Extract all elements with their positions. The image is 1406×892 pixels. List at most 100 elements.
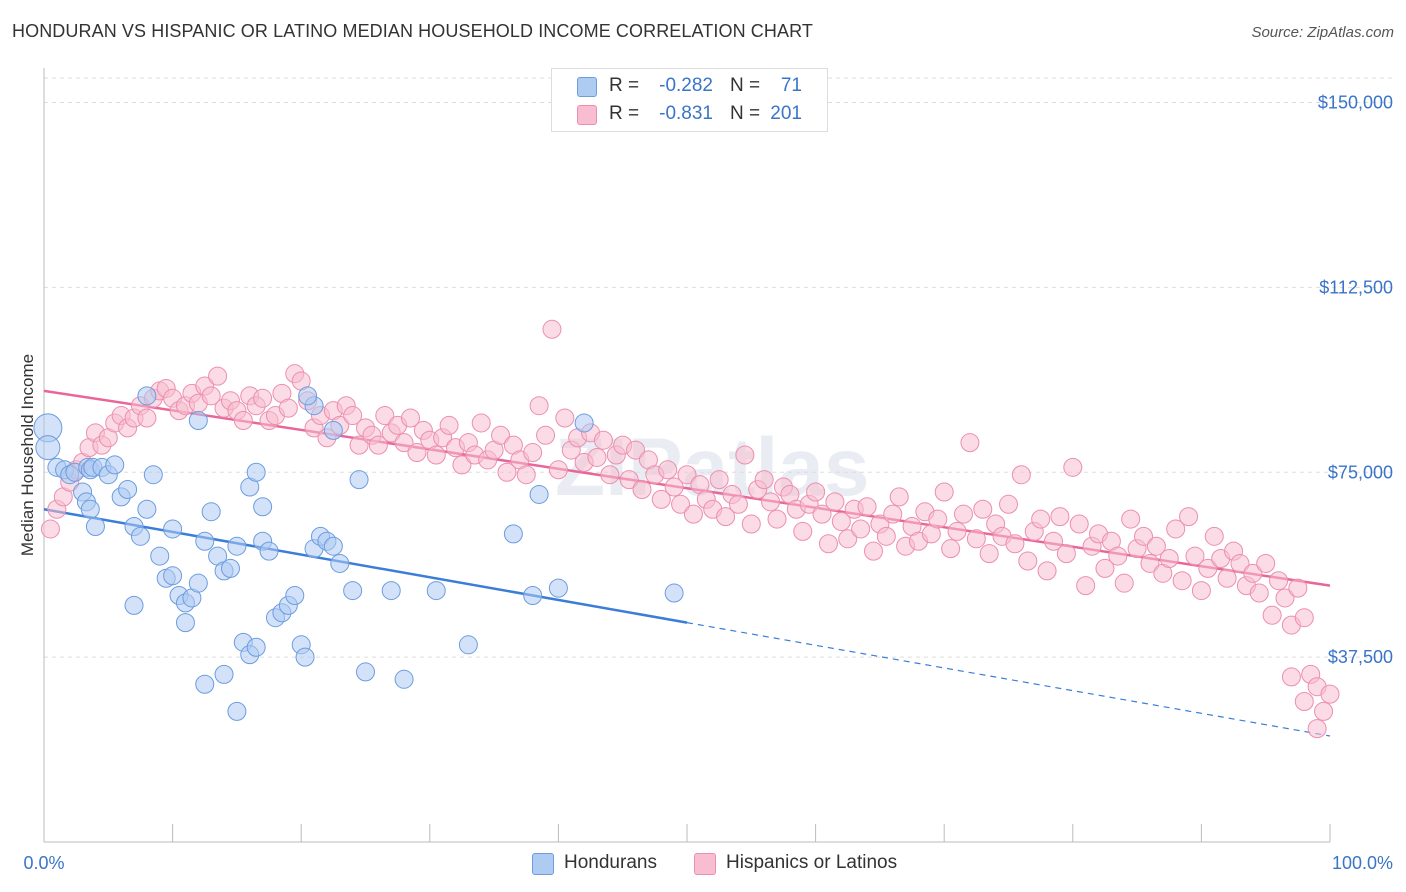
point-hondurans (381, 581, 401, 601)
point-hondurans (285, 586, 305, 606)
point-hondurans (503, 524, 523, 544)
point-hispanics (536, 425, 556, 445)
point-hispanics (953, 504, 973, 524)
legend-n-label: N = (730, 75, 761, 96)
point-hispanics (1179, 507, 1199, 527)
point-hispanics (1288, 578, 1308, 598)
legend-r-label: R = (609, 75, 640, 96)
point-hispanics (728, 494, 748, 514)
point-hispanics (1044, 531, 1064, 551)
point-hispanics (523, 443, 543, 463)
legend-swatch-blue (577, 77, 597, 97)
point-hispanics (1018, 551, 1038, 571)
point-hondurans (137, 499, 157, 519)
bottom-legend-label: Hondurans (564, 852, 657, 873)
point-hondurans (323, 420, 343, 440)
bottom-legend-swatch-pink (694, 853, 716, 875)
point-hondurans (80, 499, 100, 519)
point-hispanics (516, 465, 536, 485)
point-hondurans (259, 541, 279, 561)
point-hispanics (1050, 507, 1070, 527)
point-hispanics (626, 440, 646, 460)
point-hondurans (664, 583, 684, 603)
point-hondurans (150, 546, 170, 566)
point-hondurans (298, 386, 318, 406)
point-hispanics (664, 477, 684, 497)
legend-n-value: 201 (770, 103, 802, 124)
trend-line-hondurans (43, 507, 688, 624)
point-hispanics (1185, 546, 1205, 566)
point-hispanics (278, 398, 298, 418)
point-hispanics (137, 408, 157, 428)
point-hispanics (394, 433, 414, 453)
point-hondurans (227, 536, 247, 556)
point-hispanics (1056, 544, 1076, 564)
point-hispanics (806, 482, 826, 502)
point-hispanics (452, 455, 472, 475)
point-hondurans (118, 480, 138, 500)
point-hondurans (349, 470, 369, 490)
point-hispanics (671, 494, 691, 514)
point-hispanics (1134, 526, 1154, 546)
x-tick-label: 100.0% (1332, 853, 1393, 873)
point-hispanics (40, 519, 60, 539)
x-tick-labels: 0.0% 100.0% (23, 853, 1393, 873)
point-hondurans (330, 553, 350, 573)
point-hispanics (947, 521, 967, 541)
point-hispanics (934, 482, 954, 502)
point-hispanics (1275, 588, 1295, 608)
point-hispanics (1217, 568, 1237, 588)
point-hispanics (857, 497, 877, 517)
point-hispanics (966, 529, 986, 549)
point-hispanics (1146, 536, 1166, 556)
point-hispanics (439, 415, 459, 435)
point-hispanics (1294, 691, 1314, 711)
point-hispanics (1320, 684, 1340, 704)
point-hondurans (227, 701, 247, 721)
point-hondurans (574, 413, 594, 433)
point-hondurans (426, 581, 446, 601)
point-hispanics (343, 406, 363, 426)
data-points (33, 319, 1340, 739)
point-hispanics (548, 460, 568, 480)
point-hispanics (1063, 457, 1083, 477)
point-hispanics (368, 435, 388, 455)
point-hispanics (471, 413, 491, 433)
point-hispanics (1114, 573, 1134, 593)
point-hondurans (188, 410, 208, 430)
point-hispanics (1314, 701, 1334, 721)
y-axis-title: Median Household Income (18, 354, 37, 556)
legend-r-value: -0.831 (659, 103, 713, 124)
point-hispanics (863, 541, 883, 561)
point-hispanics (754, 470, 774, 490)
point-hondurans (124, 595, 144, 615)
point-hispanics (1037, 561, 1057, 581)
point-hispanics (593, 430, 613, 450)
point-hispanics (1108, 546, 1128, 566)
point-hispanics (658, 460, 678, 480)
point-hondurans (253, 497, 273, 517)
point-hondurans (220, 558, 240, 578)
point-hispanics (876, 526, 896, 546)
trend-line-hondurans-extension (686, 622, 1331, 737)
point-hondurans (529, 484, 549, 504)
point-hondurans (195, 674, 215, 694)
point-hondurans (246, 462, 266, 482)
point-hispanics (928, 509, 948, 529)
point-hispanics (838, 529, 858, 549)
point-hispanics (407, 443, 427, 463)
point-hispanics (497, 462, 517, 482)
point-hondurans (246, 637, 266, 657)
point-hondurans (188, 573, 208, 593)
point-hispanics (1166, 519, 1186, 539)
point-hispanics (1011, 465, 1031, 485)
point-hispanics (741, 514, 761, 534)
point-hispanics (761, 492, 781, 512)
point-hispanics (1076, 576, 1096, 596)
point-hispanics (825, 492, 845, 512)
point-hispanics (208, 366, 228, 386)
point-hispanics (1269, 571, 1289, 591)
point-hondurans (394, 669, 414, 689)
point-hispanics (1198, 558, 1218, 578)
point-hispanics (941, 539, 961, 559)
